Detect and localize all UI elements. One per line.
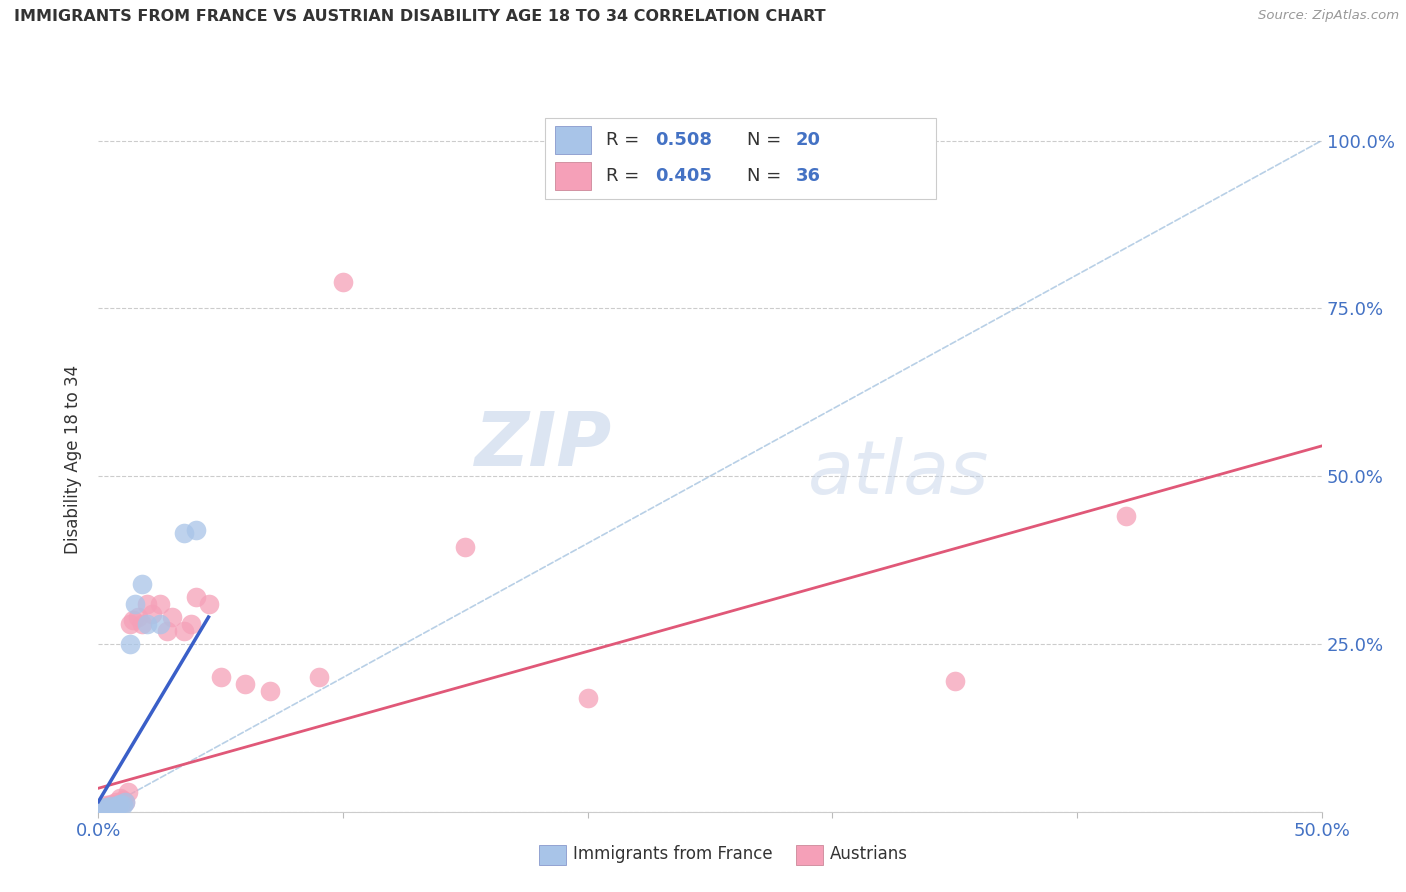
- Point: [120, 616, 142, 631]
- Point: [136, 597, 159, 611]
- Text: ZIP: ZIP: [475, 409, 612, 482]
- Bar: [796, 845, 823, 864]
- Point: [111, 797, 134, 812]
- Point: [121, 614, 143, 628]
- Point: [94, 802, 117, 816]
- Y-axis label: Disability Age 18 to 34: Disability Age 18 to 34: [65, 365, 83, 554]
- Text: atlas: atlas: [808, 437, 990, 509]
- Point: [308, 671, 330, 685]
- Point: [209, 671, 232, 685]
- Point: [156, 624, 179, 638]
- Text: Immigrants from France: Immigrants from France: [574, 845, 773, 863]
- Point: [97, 802, 120, 816]
- Point: [104, 795, 127, 809]
- Point: [173, 624, 195, 638]
- Point: [107, 797, 129, 812]
- Point: [104, 801, 127, 815]
- Text: Austrians: Austrians: [830, 845, 908, 863]
- Bar: [538, 845, 565, 864]
- Point: [94, 803, 117, 817]
- Point: [114, 795, 136, 809]
- Point: [91, 803, 114, 817]
- Point: [576, 690, 599, 705]
- Point: [94, 797, 117, 812]
- Text: 36: 36: [796, 167, 821, 185]
- Point: [117, 784, 139, 798]
- Point: [97, 799, 120, 814]
- Point: [120, 637, 142, 651]
- Point: [110, 791, 132, 805]
- Point: [100, 800, 122, 814]
- Point: [131, 576, 153, 591]
- Point: [124, 597, 146, 611]
- Point: [180, 616, 202, 631]
- Point: [141, 607, 163, 621]
- Point: [233, 677, 256, 691]
- Text: 0.508: 0.508: [655, 131, 711, 149]
- Point: [91, 801, 114, 815]
- Point: [1115, 509, 1137, 524]
- Point: [110, 797, 132, 811]
- Text: IMMIGRANTS FROM FRANCE VS AUSTRIAN DISABILITY AGE 18 TO 34 CORRELATION CHART: IMMIGRANTS FROM FRANCE VS AUSTRIAN DISAB…: [14, 9, 825, 24]
- Point: [160, 610, 183, 624]
- Point: [100, 797, 122, 811]
- Point: [90, 803, 112, 817]
- Point: [100, 799, 122, 814]
- Text: 20: 20: [796, 131, 821, 149]
- Point: [454, 540, 477, 554]
- Bar: [555, 126, 592, 154]
- Text: Source: ZipAtlas.com: Source: ZipAtlas.com: [1258, 9, 1399, 22]
- Point: [131, 616, 153, 631]
- Text: 0.405: 0.405: [655, 167, 711, 185]
- Point: [107, 797, 129, 811]
- Point: [186, 590, 208, 604]
- Point: [186, 523, 208, 537]
- Point: [259, 684, 281, 698]
- Point: [94, 800, 117, 814]
- Text: R =: R =: [606, 167, 645, 185]
- Point: [127, 610, 149, 624]
- Point: [114, 795, 136, 809]
- Point: [149, 616, 172, 631]
- FancyBboxPatch shape: [546, 118, 936, 199]
- Point: [197, 597, 219, 611]
- Point: [101, 797, 124, 812]
- Point: [943, 673, 966, 688]
- Text: N =: N =: [747, 131, 787, 149]
- Text: N =: N =: [747, 167, 787, 185]
- Point: [91, 801, 114, 815]
- Point: [149, 597, 172, 611]
- Point: [90, 803, 112, 817]
- Point: [332, 275, 354, 289]
- Point: [173, 526, 195, 541]
- Point: [111, 792, 134, 806]
- Bar: [555, 161, 592, 190]
- Point: [136, 616, 159, 631]
- Point: [101, 800, 124, 814]
- Text: R =: R =: [606, 131, 645, 149]
